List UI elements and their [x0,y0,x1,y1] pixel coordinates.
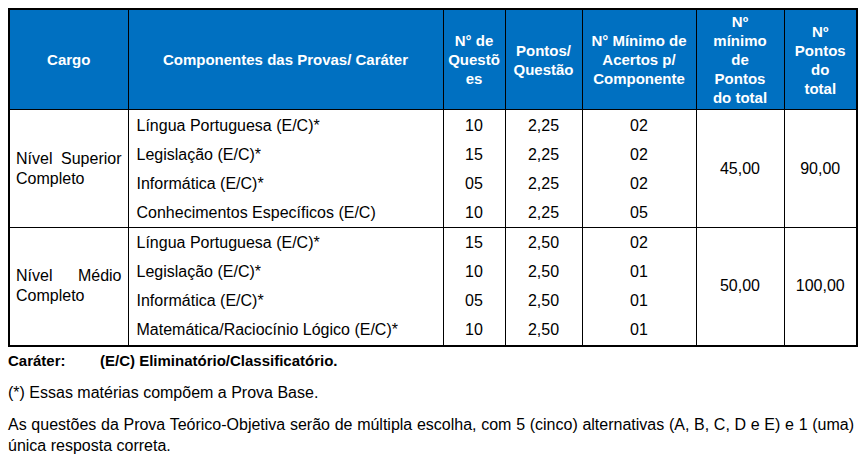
questoes-value: 15 [444,140,505,169]
pontos-value: 2,50 [506,315,582,344]
minimo-pontos-total-cell: 45,00 [696,110,784,228]
carater-value: (E/C) Eliminatório/Classificatório. [100,352,338,369]
componente-item: Legislação (E/C)* [129,257,443,286]
pontos-cell: 2,25 2,25 2,25 2,25 [505,110,582,228]
pontos-value: 2,25 [506,111,582,140]
componente-item: Matemática/Raciocínio Lógico (E/C)* [129,315,443,344]
questoes-cell: 15 10 05 10 [443,228,505,346]
questoes-value: 05 [444,169,505,198]
questoes-value: 10 [444,315,505,344]
componente-item: Informática (E/C)* [129,169,443,198]
pontos-total-cell: 100,00 [784,228,857,346]
questoes-value: 05 [444,286,505,315]
pontos-total-cell: 90,00 [784,110,857,228]
header-cargo: Cargo [9,9,128,110]
pontos-value: 2,50 [506,228,582,257]
questoes-value: 10 [444,198,505,227]
exam-components-table: Cargo Componentes das Provas/ Caráter N°… [8,8,858,347]
pontos-value: 2,25 [506,140,582,169]
componente-item: Informática (E/C)* [129,286,443,315]
componente-item: Língua Portuguesa (E/C)* [129,111,443,140]
header-min-acertos: N° Mínimo de Acertos p/ Componente [582,9,696,110]
acertos-value: 02 [583,169,696,198]
pontos-value: 2,50 [506,286,582,315]
note-carater: Caráter:(E/C) Eliminatório/Classificatór… [8,350,854,371]
acertos-cell: 02 02 02 05 [582,110,696,228]
cargo-cell: Nível Superior Completo [9,110,128,228]
document-page: Cargo Componentes das Provas/ Caráter N°… [0,0,862,457]
questoes-value: 10 [444,111,505,140]
pontos-value: 2,25 [506,198,582,227]
acertos-value: 02 [583,111,696,140]
header-componentes: Componentes das Provas/ Caráter [128,9,443,110]
pontos-value: 2,25 [506,169,582,198]
acertos-value: 05 [583,198,696,227]
cargo-cell: Nível Médio Completo [9,228,128,346]
componente-item: Conhecimentos Específicos (E/C) [129,198,443,227]
componentes-cell: Língua Portuguesa (E/C)* Legislação (E/C… [128,110,443,228]
acertos-value: 02 [583,140,696,169]
componente-item: Língua Portuguesa (E/C)* [129,228,443,257]
table-header-row: Cargo Componentes das Provas/ Caráter N°… [9,9,857,110]
acertos-value: 01 [583,315,696,344]
componentes-cell: Língua Portuguesa (E/C)* Legislação (E/C… [128,228,443,346]
acertos-value: 01 [583,257,696,286]
minimo-pontos-total-cell: 50,00 [696,228,784,346]
pontos-cell: 2,50 2,50 2,50 2,50 [505,228,582,346]
note-questions: As questões da Prova Teórico-Objetiva se… [8,414,854,456]
table-row-nivel-medio: Nível Médio Completo Língua Portuguesa (… [9,228,857,346]
note-asterisk: (*) Essas matérias compõem a Prova Base. [8,382,854,403]
table-row-nivel-superior: Nível Superior Completo Língua Portugues… [9,110,857,228]
footnotes: Caráter:(E/C) Eliminatório/Classificatór… [8,350,854,456]
acertos-value: 02 [583,228,696,257]
questoes-cell: 10 15 05 10 [443,110,505,228]
header-pontos-questao: Pontos/ Questão [505,9,582,110]
header-num-questoes: N° de Questões [443,9,505,110]
header-min-pontos-total: Nº mínimo de Pontos do total [696,9,784,110]
header-pontos-total: Nº Pontos do total [784,9,857,110]
questoes-value: 10 [444,257,505,286]
carater-label: Caráter: [8,350,100,371]
acertos-value: 01 [583,286,696,315]
questoes-value: 15 [444,228,505,257]
pontos-value: 2,50 [506,257,582,286]
acertos-cell: 02 01 01 01 [582,228,696,346]
componente-item: Legislação (E/C)* [129,140,443,169]
